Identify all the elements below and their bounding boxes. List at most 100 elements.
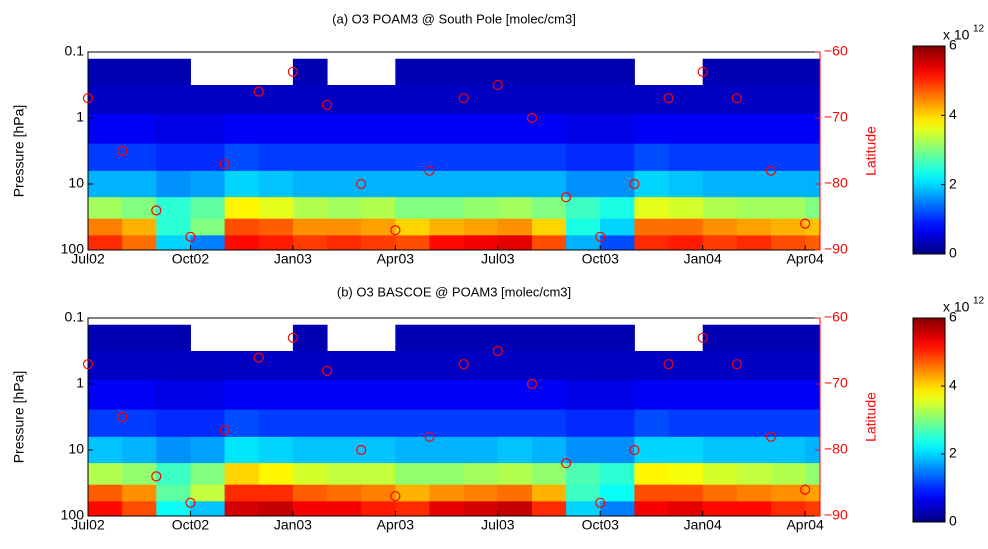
heat-cell: [771, 351, 806, 381]
latitude-point: [219, 425, 230, 436]
latitude-point: [492, 79, 503, 91]
y2-tick-label: −90: [824, 241, 848, 257]
heat-cell: [429, 197, 465, 220]
latitude-point: [765, 431, 777, 442]
heat-cell: [395, 170, 430, 198]
heat-cell: [600, 218, 635, 236]
heat-cell: [771, 463, 806, 486]
heat-cell: [88, 197, 123, 220]
heat-cell: [566, 324, 601, 352]
latitude-point: [151, 205, 162, 216]
y-tick-label: 1: [76, 375, 84, 391]
heat-cell: [771, 113, 806, 145]
heat-cell: [566, 85, 601, 115]
heat-cell: [805, 85, 821, 115]
heat-cell: [224, 463, 260, 486]
heat-cell: [122, 463, 157, 486]
heat-cell: [395, 235, 430, 251]
heat-cell: [88, 463, 123, 486]
heat-cell: [634, 463, 670, 486]
heat-cell: [634, 170, 670, 198]
heat-cell: [292, 235, 328, 251]
heat-cell: [566, 170, 601, 198]
heat-cell: [736, 218, 772, 236]
heat-cell: [190, 463, 226, 486]
heat-cell: [531, 218, 567, 236]
latitude-point: [390, 225, 401, 236]
colorbar-tick-label: 4: [949, 106, 957, 122]
heat-cell: [736, 463, 772, 486]
heat-cell: [702, 484, 738, 502]
heat-cell: [156, 351, 191, 381]
heat-cell: [600, 379, 635, 411]
heat-cell: [600, 58, 635, 86]
heat-cell: [736, 197, 772, 220]
heat-cell: [122, 170, 157, 198]
y-tick-label: 0.1: [65, 43, 85, 59]
latitude-point: [731, 93, 742, 104]
heat-cell: [736, 143, 772, 172]
heat-cell: [566, 379, 601, 411]
heat-cell: [463, 170, 499, 198]
heat-cell: [395, 113, 430, 145]
heat-cell: [531, 463, 567, 486]
heat-cell: [463, 379, 499, 411]
heat-cell: [327, 113, 362, 145]
heat-cell: [668, 501, 704, 517]
heat-cell: [156, 501, 191, 517]
heat-cell: [292, 501, 328, 517]
heat-cell: [88, 85, 123, 115]
heat-cell: [292, 484, 328, 502]
heat-cell: [292, 113, 328, 145]
heat-cell: [88, 170, 123, 198]
heat-cell: [156, 379, 191, 411]
heat-cell: [566, 463, 601, 486]
heat-cell: [634, 501, 670, 517]
colorbar-multiplier: x 10: [943, 27, 970, 43]
x-tick-label: Jul03: [481, 517, 515, 533]
heat-cell: [224, 85, 260, 115]
heat-cell: [702, 85, 738, 115]
heat-cell: [771, 379, 806, 411]
heat-cell: [292, 436, 328, 464]
heat-cell: [395, 379, 430, 411]
heat-cell: [395, 197, 430, 220]
heat-cell: [531, 113, 567, 145]
heat-cell: [702, 324, 738, 352]
heat-cell: [327, 436, 362, 464]
heat-cell: [122, 409, 157, 438]
heat-cell: [327, 170, 362, 198]
latitude-point: [560, 458, 572, 469]
heat-cell: [429, 436, 465, 464]
heat-cell: [361, 113, 396, 145]
heat-cell: [805, 58, 821, 86]
heat-cell: [805, 113, 821, 145]
heat-cell: [634, 436, 670, 464]
heat-cell: [361, 501, 396, 517]
heat-cell: [702, 113, 738, 145]
heat-cell: [429, 143, 465, 172]
heat-cell: [566, 218, 601, 236]
heat-cell: [429, 324, 465, 352]
heat-cell: [429, 85, 465, 115]
heat-cell: [156, 218, 191, 236]
heat-cell: [736, 324, 772, 352]
heat-cell: [531, 484, 567, 502]
heat-cell: [805, 501, 821, 517]
latitude-point: [526, 378, 538, 390]
heat-cell: [122, 324, 157, 352]
heat-cell: [327, 143, 362, 172]
heat-cell: [88, 113, 123, 145]
heat-cell: [566, 143, 601, 172]
heat-cell: [190, 85, 226, 115]
heat-cell: [531, 170, 567, 198]
heat-cell: [497, 409, 533, 438]
x-tick-label: Apr03: [377, 517, 415, 533]
heat-cell: [736, 113, 772, 145]
colorbar: [912, 317, 946, 523]
heat-cell: [531, 58, 567, 86]
heat-cell: [668, 409, 704, 438]
heat-cell: [600, 170, 635, 198]
heat-cell: [258, 436, 294, 464]
heat-cell: [805, 484, 821, 502]
